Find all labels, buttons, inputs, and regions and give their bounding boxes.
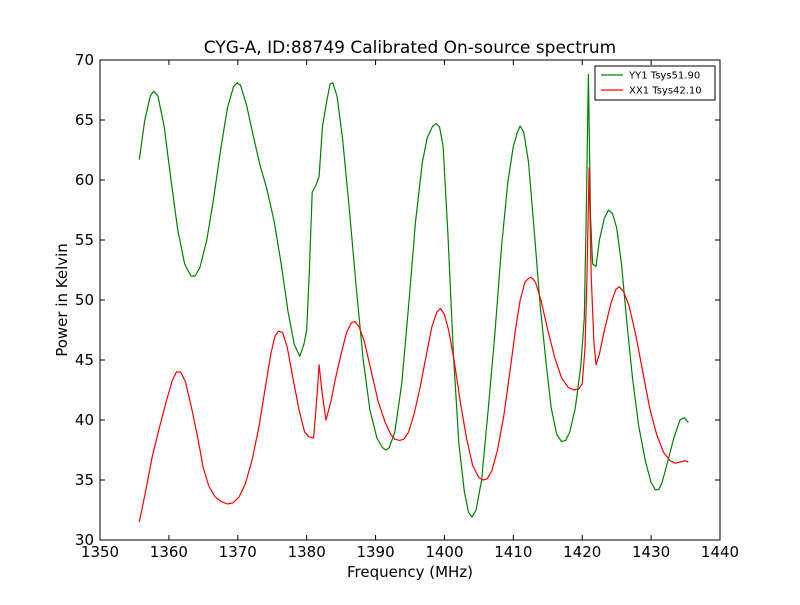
legend-box (594, 65, 716, 101)
y-tick-label: 55 (75, 231, 94, 249)
legend: YY1 Tsys51.90 XX1 Tsys42.10 (594, 65, 716, 101)
series-line-yy1 (138, 73, 689, 518)
x-tick-label: 1390 (356, 543, 394, 561)
y-tick-label: 70 (75, 51, 94, 69)
x-tick-label: 1380 (288, 543, 326, 561)
x-tick-label: 1410 (494, 543, 532, 561)
x-tick-label: 1420 (563, 543, 601, 561)
series-layer (138, 73, 689, 523)
series-line-xx1 (138, 167, 689, 523)
legend-label-xx1: XX1 Tsys42.10 (629, 86, 702, 97)
y-tick-label: 60 (75, 171, 94, 189)
legend-label-yy1: YY1 Tsys51.90 (628, 71, 700, 82)
y-tick-label: 35 (75, 471, 94, 489)
x-axis: 1350 1360 1370 1380 1390 1400 1410 1420 1430 1440 (81, 60, 739, 561)
y-tick-label: 40 (75, 411, 94, 429)
x-tick-label: 1400 (425, 543, 463, 561)
y-tick-label: 30 (75, 531, 94, 549)
x-axis-label: Frequency (MHz) (347, 563, 473, 581)
y-tick-label: 50 (75, 291, 94, 309)
y-tick-label: 45 (75, 351, 94, 369)
x-tick-label: 1440 (701, 543, 739, 561)
x-tick-label: 1370 (219, 543, 257, 561)
x-tick-label: 1360 (150, 543, 188, 561)
plot-area (100, 60, 720, 540)
x-tick-label: 1430 (632, 543, 670, 561)
chart-title: CYG-A, ID:88749 Calibrated On-source spe… (204, 38, 616, 58)
y-axis-label: Power in Kelvin (53, 243, 71, 357)
y-axis: 30 35 40 45 50 55 60 65 70 (75, 51, 720, 549)
x-tick-label: 1350 (81, 543, 119, 561)
y-tick-label: 65 (75, 111, 94, 129)
